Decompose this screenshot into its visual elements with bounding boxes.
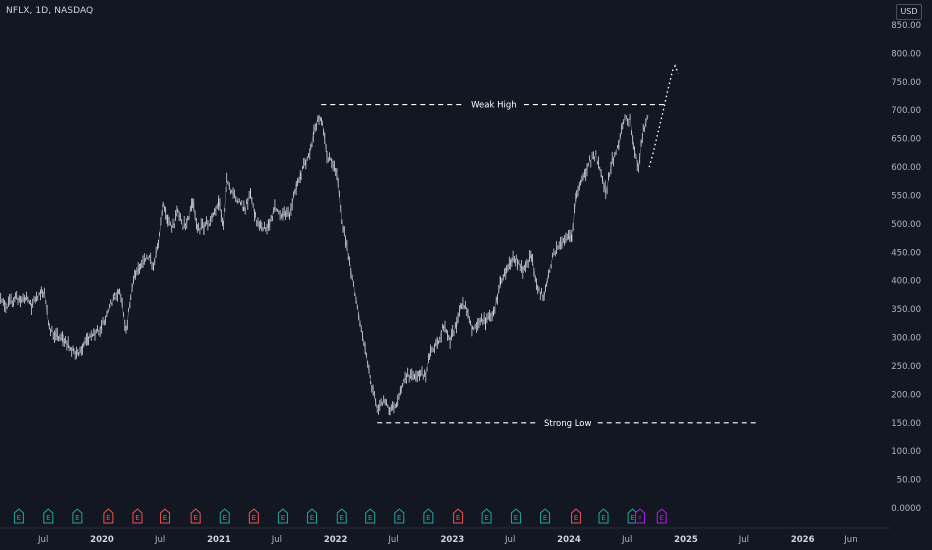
earnings-marker[interactable] [307, 508, 318, 524]
earnings-marker-label: E [456, 514, 460, 522]
earnings-marker-label: E [630, 514, 634, 522]
price-axis-label: 250.00 [891, 362, 921, 372]
earnings-marker-label: E [484, 514, 488, 522]
earnings-marker[interactable] [72, 508, 83, 524]
earnings-marker[interactable] [43, 508, 54, 524]
price-axis-label: 700.00 [891, 106, 921, 116]
time-axis-label: Jul [504, 535, 515, 545]
price-axis-label: 100.00 [891, 447, 921, 457]
earnings-marker-label: E [340, 514, 344, 522]
earnings-marker[interactable] [453, 508, 464, 524]
earnings-marker-label: E [514, 514, 518, 522]
price-axis-label: 300.00 [891, 334, 921, 344]
time-axis-label: 2021 [207, 535, 231, 545]
earnings-marker-label: E [135, 514, 139, 522]
earnings-marker-label: E [106, 514, 110, 522]
time-axis-label: Jul [37, 535, 48, 545]
earnings-marker[interactable] [219, 508, 230, 524]
earnings-marker[interactable] [598, 508, 609, 524]
currency-button[interactable]: USD [896, 4, 922, 20]
projection-dotted-line [648, 64, 679, 168]
earnings-marker[interactable] [571, 508, 582, 524]
price-axis-label: 200.00 [891, 390, 921, 400]
earnings-marker-label: E [601, 514, 605, 522]
time-axis-label: 2024 [557, 535, 581, 545]
time-axis-label: Jul [738, 535, 749, 545]
price-axis-label: 350.00 [891, 305, 921, 315]
price-axis-label: 600.00 [891, 163, 921, 173]
earnings-marker[interactable] [656, 508, 667, 524]
price-axis-label: 550.00 [891, 191, 921, 201]
earnings-marker[interactable] [394, 508, 405, 524]
earnings-marker[interactable] [510, 508, 521, 524]
price-axis-label: 850.00 [891, 21, 921, 31]
symbol-title: NFLX, 1D, NASDAQ [6, 6, 94, 16]
earnings-marker-label: E [543, 514, 547, 522]
earnings-marker[interactable] [634, 508, 645, 524]
earnings-marker-label: E [310, 514, 314, 522]
earnings-marker-label: E [46, 514, 50, 522]
earnings-marker-label: ⚡ [638, 514, 643, 522]
earnings-marker[interactable] [159, 508, 170, 524]
earnings-marker-label: E [368, 514, 372, 522]
earnings-marker-label: E [193, 514, 197, 522]
price-axis-label: 400.00 [891, 277, 921, 287]
time-axis-label: Jul [154, 535, 165, 545]
earnings-marker[interactable] [336, 508, 347, 524]
time-axis-label: 2026 [791, 535, 815, 545]
price-axis-label: 750.00 [891, 78, 921, 88]
time-axis-label: Jul [621, 535, 632, 545]
price-series-line [0, 115, 649, 410]
time-axis-label: 2023 [441, 535, 465, 545]
time-axis-label: Jul [271, 535, 282, 545]
earnings-marker-label: E [281, 514, 285, 522]
earnings-marker-label: E [426, 514, 430, 522]
earnings-marker[interactable] [132, 508, 143, 524]
price-axis-label: 450.00 [891, 248, 921, 258]
price-axis-label: 800.00 [891, 49, 921, 59]
time-axis-label: 2020 [90, 535, 114, 545]
price-bars [0, 113, 648, 416]
earnings-marker-label: E [17, 514, 21, 522]
earnings-marker[interactable] [248, 508, 259, 524]
price-axis-label: 500.00 [891, 220, 921, 230]
earnings-marker[interactable] [13, 508, 24, 524]
earnings-marker[interactable] [365, 508, 376, 524]
weak-high-label: Weak High [471, 101, 517, 111]
earnings-marker[interactable] [423, 508, 434, 524]
price-axis-label: 150.00 [891, 419, 921, 429]
earnings-marker[interactable] [481, 508, 492, 524]
earnings-marker[interactable] [277, 508, 288, 524]
earnings-marker-label: E [252, 514, 256, 522]
time-axis-label: 2025 [674, 535, 698, 545]
earnings-marker-label: E [659, 514, 663, 522]
price-axis-label: 50.00 [897, 476, 921, 486]
price-axis-label: 650.00 [891, 135, 921, 145]
earnings-marker-label: E [223, 514, 227, 522]
strong-low-label: Strong Low [544, 419, 592, 429]
earnings-marker[interactable] [540, 508, 551, 524]
time-axis-label: 2022 [324, 535, 348, 545]
earnings-marker[interactable] [190, 508, 201, 524]
earnings-marker-label: E [75, 514, 79, 522]
time-axis-label: Jun [843, 535, 857, 545]
earnings-marker-label: E [397, 514, 401, 522]
earnings-marker-label: E [574, 514, 578, 522]
earnings-marker-label: E [163, 514, 167, 522]
time-axis-label: Jul [387, 535, 398, 545]
price-axis-label: 0.0000 [891, 504, 921, 514]
earnings-marker[interactable] [103, 508, 114, 524]
